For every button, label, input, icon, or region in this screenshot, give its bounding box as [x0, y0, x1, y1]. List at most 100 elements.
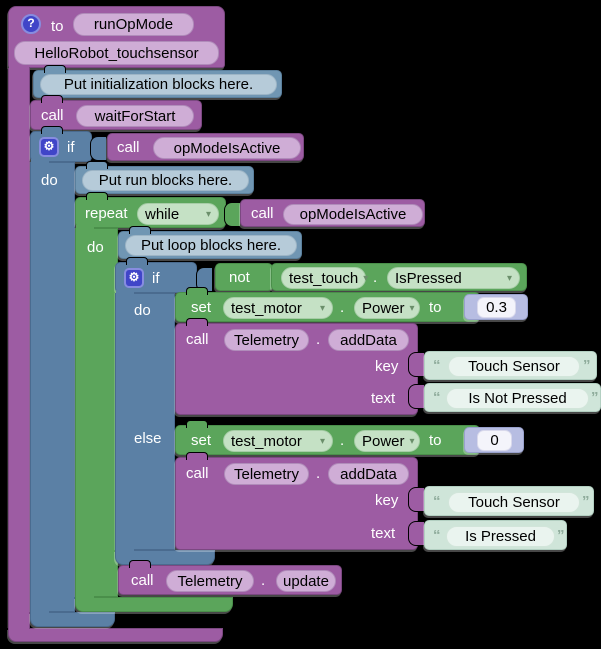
block-call-telemetry-update[interactable]: call Telemetry . update [118, 560, 342, 595]
field-comment-text[interactable]: Put initialization blocks here. [40, 74, 277, 95]
block-comment-initialization[interactable]: Put initialization blocks here. [33, 65, 282, 98]
quote-icon: “ [433, 527, 441, 544]
notch-connector [86, 161, 108, 169]
procedure-left-spine[interactable] [8, 68, 30, 628]
block-call-opmodeisactive-2[interactable]: call opModeIsActive [240, 199, 425, 227]
field-string-is-pressed[interactable]: Is Pressed [446, 526, 555, 547]
block-repeat-while-header[interactable]: repeat while ▾ [75, 192, 226, 228]
field-procedure-annotation[interactable]: HelloRobot_touchsensor [14, 41, 219, 65]
field-telemetry[interactable]: Telemetry [224, 463, 309, 485]
dropdown-value: test_touch [289, 269, 359, 287]
block-not[interactable]: not [215, 263, 273, 291]
field-string-touch-sensor[interactable]: Touch Sensor [448, 356, 580, 377]
dropdown-arrow-icon: ▾ [319, 435, 325, 447]
notch-connector [41, 126, 63, 134]
field-function-waitforstart[interactable]: waitForStart [76, 105, 194, 127]
quote-icon: ” [582, 493, 590, 510]
repeat-bottom-bar[interactable] [75, 597, 233, 612]
notch-connector [86, 192, 108, 200]
field-adddata[interactable]: addData [328, 329, 409, 351]
input-socket [90, 136, 106, 161]
keyword-not: not [229, 269, 250, 286]
block-string-touch-sensor-2[interactable]: “ Touch Sensor ” [424, 486, 594, 516]
quote-icon: “ [433, 357, 441, 374]
gear-icon[interactable]: ⚙ [124, 268, 144, 288]
seam-patch [31, 609, 49, 615]
quote-icon: ” [557, 527, 565, 544]
input-socket [408, 384, 424, 409]
block-string-touch-sensor-1[interactable]: “ Touch Sensor ” [424, 351, 597, 380]
procedure-bottom-bar[interactable] [8, 628, 223, 642]
seam-patch [116, 547, 134, 553]
if-bottom-bar[interactable] [30, 612, 115, 627]
block-string-is-pressed[interactable]: “ Is Pressed ” [424, 520, 567, 550]
block-if-opmodeisactive-header[interactable]: ⚙ if [30, 126, 92, 162]
block-touch-ispressed[interactable]: test_touch ▾ . IsPressed ▾ [271, 263, 527, 291]
keyword-set: set [191, 299, 212, 316]
block-call-telemetry-adddata-2[interactable]: call Telemetry . addData key text [175, 452, 418, 550]
block-procedure-definition[interactable]: ? to runOpMode HelloRobot_touchsensor [8, 6, 225, 68]
field-comment-text[interactable]: Put loop blocks here. [125, 235, 297, 256]
block-number-power-03[interactable]: 0.3 [464, 294, 528, 320]
field-comment-text[interactable]: Put run blocks here. [82, 170, 249, 191]
dropdown-power-1[interactable]: Power ▾ [354, 297, 420, 319]
block-call-telemetry-adddata-1[interactable]: call Telemetry . addData key text [175, 318, 418, 415]
notch-connector [186, 452, 208, 460]
if-left-spine[interactable]: do [30, 162, 75, 612]
dot-separator: . [316, 331, 321, 348]
dropdown-ispressed[interactable]: IsPressed ▾ [387, 267, 520, 289]
dot-separator: . [340, 432, 345, 449]
block-number-power-0[interactable]: 0 [464, 427, 524, 453]
dropdown-test-motor-2[interactable]: test_motor ▾ [223, 430, 333, 452]
field-number-value[interactable]: 0 [477, 430, 512, 451]
dropdown-test-motor-1[interactable]: test_motor ▾ [223, 297, 333, 319]
block-comment-loop[interactable]: Put loop blocks here. [118, 226, 302, 259]
seam-patch [76, 594, 94, 600]
dropdown-test-touch[interactable]: test_touch ▾ [281, 267, 369, 289]
field-string-is-not-pressed[interactable]: Is Not Pressed [446, 388, 589, 409]
keyword-to: to [51, 18, 64, 35]
dropdown-power-2[interactable]: Power ▾ [354, 430, 420, 452]
dropdown-value: test_motor [231, 432, 302, 450]
keyword-call: call [186, 465, 209, 482]
block-call-waitforstart[interactable]: call waitForStart [30, 95, 202, 130]
dropdown-arrow-icon: ▾ [363, 272, 369, 284]
seam-patch [116, 290, 134, 296]
repeat-left-spine[interactable]: do [75, 228, 118, 597]
notch-connector [129, 226, 151, 234]
field-function-opmodeisactive[interactable]: opModeIsActive [283, 204, 423, 225]
field-telemetry[interactable]: Telemetry [166, 570, 254, 592]
block-string-is-not-pressed[interactable]: “ Is Not Pressed ” [424, 383, 601, 412]
field-telemetry[interactable]: Telemetry [224, 329, 309, 351]
if-else-left-spine[interactable]: do else [115, 293, 175, 550]
gear-icon[interactable]: ⚙ [39, 137, 59, 157]
block-set-motor-power-1[interactable]: set test_motor ▾ . Power ▾ to [175, 287, 480, 322]
block-if-touch-header[interactable]: ⚙ if [115, 257, 197, 293]
keyword-if: if [67, 139, 75, 156]
dropdown-while[interactable]: while ▾ [137, 203, 219, 225]
quote-icon: “ [433, 493, 441, 510]
notch-connector [186, 318, 208, 326]
seam-patch [31, 159, 49, 165]
keyword-call: call [251, 205, 274, 222]
field-string-touch-sensor[interactable]: Touch Sensor [448, 492, 580, 513]
block-call-opmodeisactive-1[interactable]: call opModeIsActive [107, 133, 304, 161]
block-comment-run[interactable]: Put run blocks here. [75, 161, 254, 194]
keyword-call: call [131, 572, 154, 589]
dot-separator: . [373, 269, 378, 286]
keyword-repeat: repeat [85, 205, 128, 222]
input-socket [224, 202, 240, 227]
notch-connector [186, 420, 208, 428]
block-set-motor-power-2[interactable]: set test_motor ▾ . Power ▾ to [175, 420, 480, 455]
dropdown-value: Power [362, 299, 405, 317]
dot-separator: . [261, 572, 266, 589]
help-icon[interactable]: ? [21, 14, 41, 34]
field-adddata[interactable]: addData [328, 463, 409, 485]
field-procedure-name[interactable]: runOpMode [73, 13, 194, 36]
field-update[interactable]: update [276, 570, 336, 592]
field-function-opmodeisactive[interactable]: opModeIsActive [153, 137, 301, 159]
field-number-value[interactable]: 0.3 [477, 297, 516, 318]
notch-connector [44, 65, 66, 73]
keyword-set: set [191, 432, 212, 449]
keyword-text: text [371, 525, 396, 542]
